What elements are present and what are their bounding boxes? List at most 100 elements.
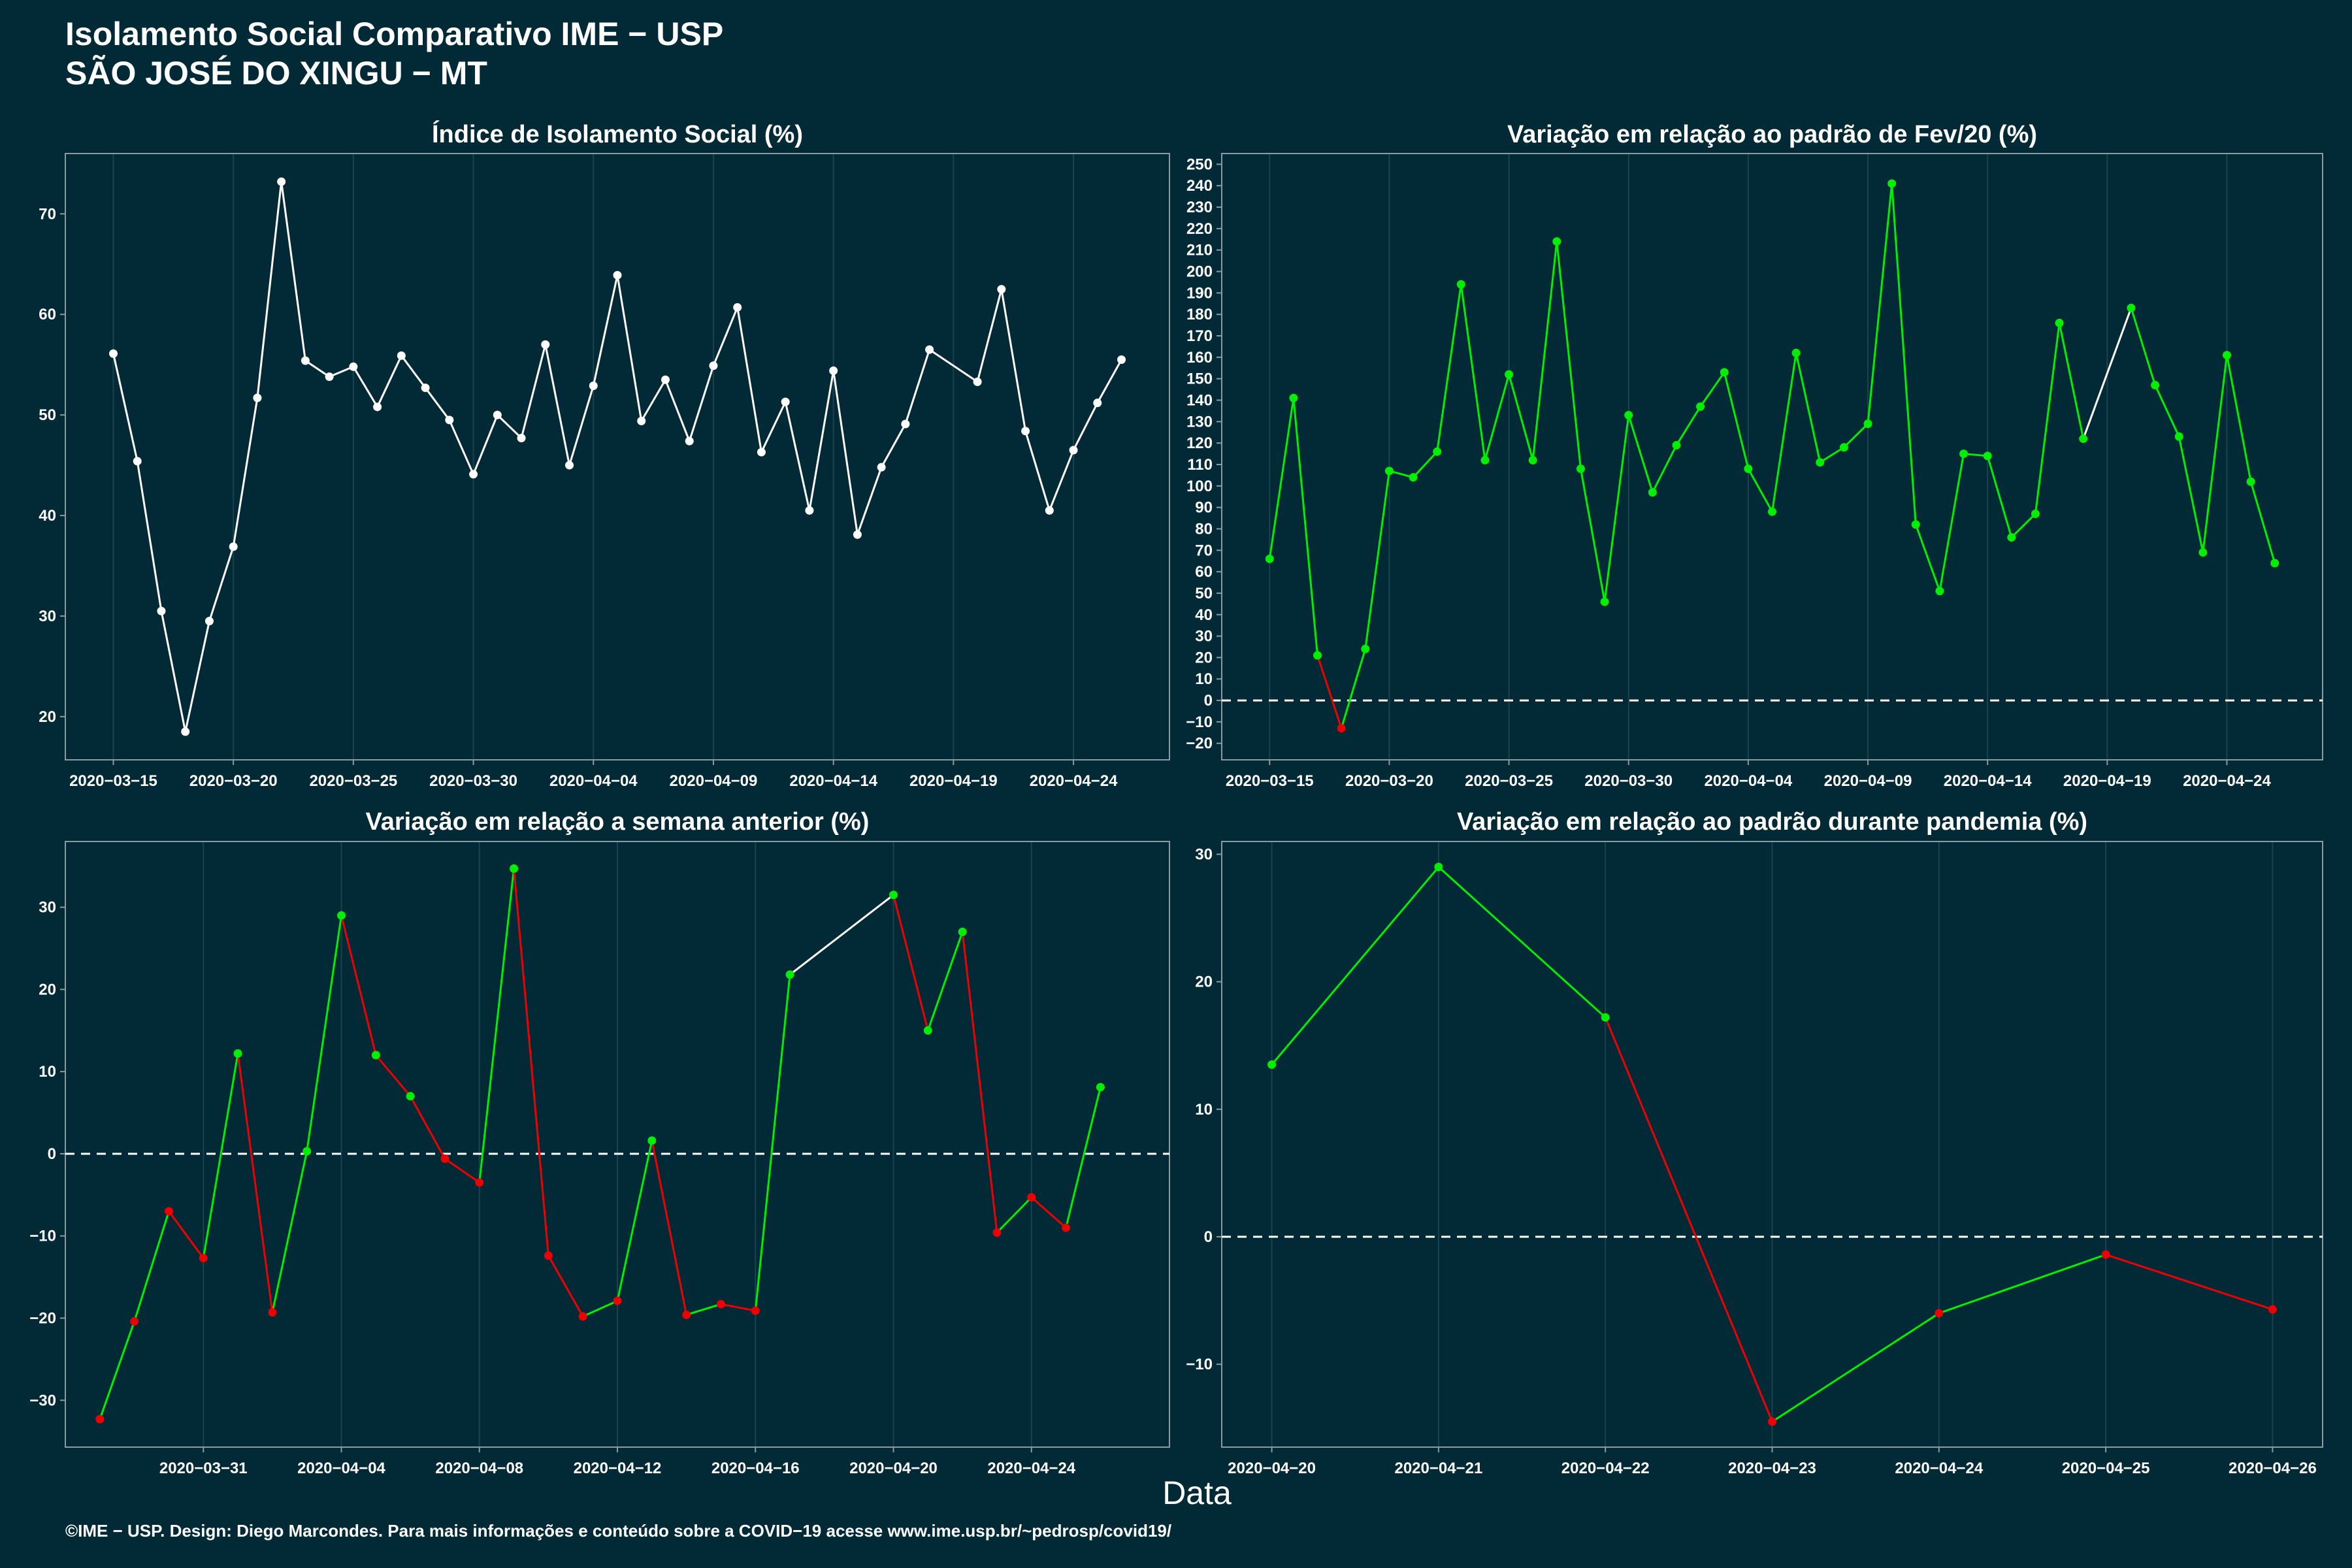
series-segment — [448, 419, 474, 475]
series-segment — [686, 1303, 721, 1316]
series-segment — [651, 1140, 688, 1315]
series-segment — [306, 915, 342, 1152]
y-tick-label: 20 — [1195, 649, 1213, 666]
series-segment — [721, 1303, 756, 1312]
data-point — [877, 463, 886, 472]
series-segment — [478, 868, 515, 1183]
y-tick-label: 0 — [1204, 692, 1213, 710]
x-tick-label: 2020−03−30 — [1584, 772, 1673, 790]
y-tick-label: −10 — [1186, 1356, 1213, 1373]
y-tick-label: 0 — [1204, 1228, 1213, 1246]
series-segment — [168, 1211, 204, 1259]
y-tick-label: 150 — [1186, 370, 1213, 388]
x-tick-label: 2020−04−04 — [1704, 772, 1792, 790]
series-segment — [1914, 524, 1941, 592]
series-segment — [1771, 353, 1797, 512]
series-segment — [2105, 1253, 2273, 1311]
data-point — [517, 434, 526, 443]
data-point — [2174, 432, 2183, 441]
series-segment — [664, 379, 691, 442]
y-tick-label: 160 — [1186, 349, 1213, 367]
data-point — [233, 1049, 242, 1058]
x-axis-label: Data — [1162, 1475, 1232, 1511]
series-segment — [1938, 1253, 2106, 1315]
data-point — [578, 1312, 587, 1321]
data-point — [1744, 465, 1753, 474]
data-point — [1935, 587, 1944, 596]
series-segment — [352, 366, 378, 408]
y-tick-label: −10 — [1186, 713, 1213, 731]
data-point — [157, 606, 166, 615]
y-tick-label: 210 — [1186, 242, 1213, 259]
data-point — [785, 970, 794, 979]
y-tick-label: 170 — [1186, 327, 1213, 345]
data-point — [1863, 419, 1872, 429]
data-point — [1983, 451, 1992, 461]
data-point — [277, 177, 286, 186]
data-point — [421, 384, 430, 393]
series-segment — [160, 610, 187, 732]
data-point — [2268, 1305, 2277, 1314]
main-title-line1: Isolamento Social Comparativo IME − USP — [65, 16, 724, 52]
y-tick-label: 200 — [1186, 263, 1213, 281]
data-point — [733, 302, 742, 312]
data-point — [1027, 1193, 1036, 1202]
series-segment — [1460, 284, 1486, 461]
y-tick-label: −20 — [29, 1310, 56, 1328]
data-point — [1768, 1417, 1776, 1426]
series-segment — [1819, 446, 1845, 463]
series-segment — [926, 931, 964, 1031]
series-segment — [616, 1140, 653, 1301]
data-point — [510, 864, 519, 874]
y-tick-label: 30 — [39, 899, 56, 917]
data-point — [1117, 355, 1126, 364]
x-tick-label: 2020−04−12 — [574, 1460, 662, 1477]
x-tick-label: 2020−04−24 — [1030, 772, 1118, 790]
y-tick-label: −20 — [1186, 735, 1213, 753]
series-segment — [760, 401, 787, 453]
series-segment — [280, 181, 306, 361]
data-point — [2055, 318, 2064, 327]
series-segment — [1271, 866, 1440, 1066]
series-segment — [1316, 655, 1343, 729]
series-segment — [1891, 183, 1917, 525]
y-tick-label: 20 — [39, 981, 56, 998]
series-segment — [1024, 431, 1051, 511]
data-point — [2079, 434, 2088, 444]
y-tick-label: 240 — [1186, 177, 1213, 195]
data-point — [781, 397, 790, 406]
x-tick-label: 2020−03−20 — [189, 772, 278, 790]
series-segment — [547, 1255, 584, 1317]
data-point — [164, 1207, 173, 1216]
data-point — [647, 1136, 657, 1145]
series-segment — [375, 1054, 412, 1097]
data-point — [199, 1254, 208, 1263]
y-tick-label: 120 — [1186, 434, 1213, 452]
data-point — [1672, 440, 1681, 449]
main-title: Isolamento Social Comparativo IME − USP … — [65, 14, 723, 93]
series-segment — [2034, 323, 2061, 514]
y-tick-label: 190 — [1186, 284, 1213, 302]
plot-frame — [1221, 153, 2323, 760]
data-point — [1696, 402, 1705, 411]
panel-title: Variação em relação a semana anterior (%… — [366, 808, 870, 836]
series-segment — [1508, 374, 1534, 461]
data-point — [130, 1317, 139, 1326]
series-segment — [784, 401, 811, 511]
data-point — [1528, 455, 1537, 465]
series-segment — [2249, 481, 2276, 564]
series-segment — [1268, 397, 1295, 559]
series-segment — [961, 932, 998, 1233]
y-tick-label: 100 — [1186, 478, 1213, 495]
y-tick-label: 30 — [39, 608, 56, 625]
series-segment — [271, 1151, 308, 1313]
data-point — [997, 285, 1006, 294]
series-segment — [2202, 355, 2228, 553]
series-segment — [400, 355, 427, 389]
data-point — [475, 1178, 484, 1187]
x-tick-label: 2020−04−09 — [1824, 772, 1912, 790]
data-point — [1267, 1060, 1277, 1070]
y-tick-label: 140 — [1186, 392, 1213, 410]
series-segment — [424, 387, 451, 421]
y-tick-label: 20 — [39, 708, 56, 726]
